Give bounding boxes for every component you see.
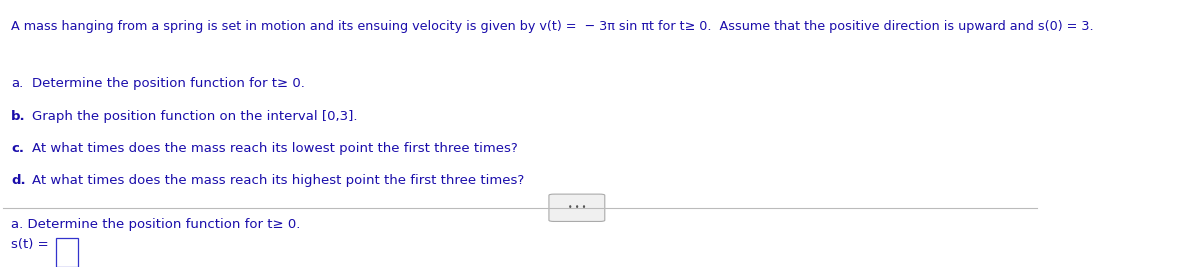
Text: At what times does the mass reach its highest point the first three times?: At what times does the mass reach its hi…: [31, 174, 524, 187]
Text: • • •: • • •: [568, 203, 586, 212]
Text: b.: b.: [11, 110, 25, 123]
FancyBboxPatch shape: [548, 194, 605, 221]
Text: s(t) =: s(t) =: [11, 238, 49, 251]
Text: Graph the position function on the interval [0,3].: Graph the position function on the inter…: [31, 110, 358, 123]
Text: Determine the position function for t≥ 0.: Determine the position function for t≥ 0…: [31, 77, 305, 90]
Text: a.: a.: [11, 77, 23, 90]
Text: c.: c.: [11, 142, 24, 155]
FancyBboxPatch shape: [55, 238, 78, 267]
Text: a. Determine the position function for t≥ 0.: a. Determine the position function for t…: [11, 218, 300, 231]
Text: At what times does the mass reach its lowest point the first three times?: At what times does the mass reach its lo…: [31, 142, 517, 155]
Text: d.: d.: [11, 174, 25, 187]
Text: A mass hanging from a spring is set in motion and its ensuing velocity is given : A mass hanging from a spring is set in m…: [11, 20, 1093, 33]
